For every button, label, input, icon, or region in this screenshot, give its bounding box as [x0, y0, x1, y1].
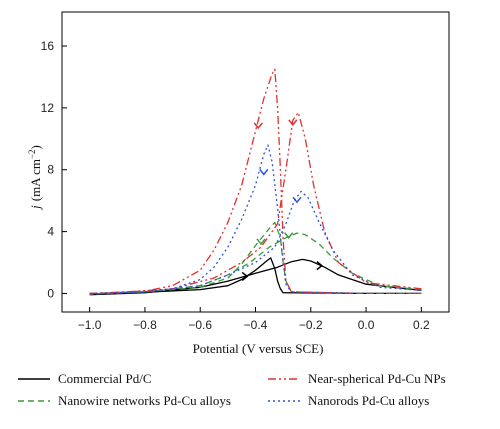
- y-tick-label: 16: [41, 39, 55, 53]
- series-line-commercial-pd-c-reverse: [89, 258, 422, 296]
- plot-frame: [61, 11, 450, 313]
- direction-arrow-nanowire-networks-pd-cu-alloys: [284, 232, 294, 239]
- ticks-group: −1.0 −0.8 −0.6 −0.4 −0.2 0.0 0.2 0 4 8 12 16: [41, 39, 430, 332]
- plot-frame-group: [61, 11, 450, 313]
- y-axis-label-close: ): [28, 145, 43, 149]
- series-line-commercial-pd-c-forward: [89, 257, 422, 295]
- series-line-near-spherical-pd-cu-nps-forward: [89, 68, 422, 295]
- y-axis-label: j (mA cm−2): [27, 145, 43, 211]
- direction-arrow-nanorods-pd-cu-alloys: [259, 168, 269, 176]
- x-axis-label: Potential (V versus SCE): [193, 341, 324, 356]
- direction-arrow-nanorods-pd-cu-alloys: [292, 196, 302, 204]
- x-tick-label: −0.4: [244, 318, 268, 332]
- direction-arrow-near-spherical-pd-cu-nps: [253, 122, 263, 130]
- direction-arrow-commercial-pd-c: [241, 271, 249, 282]
- direction-arrow-commercial-pd-c: [316, 261, 324, 271]
- x-tick-label: −1.0: [78, 318, 102, 332]
- x-tick-label: −0.2: [299, 318, 323, 332]
- y-axis-label-symbol: j: [28, 205, 43, 211]
- series-line-near-spherical-pd-cu-nps-reverse: [89, 111, 422, 295]
- y-axis-label-superscript: −2: [27, 149, 37, 159]
- y-axis-label-unit: (mA cm: [28, 159, 43, 201]
- series-line-nanorods-pd-cu-alloys-reverse: [89, 190, 422, 295]
- legend-label-nanowire-networks-pd-cu-alloys: Nanowire networks Pd-Cu alloys: [58, 393, 231, 408]
- legend-label-near-spherical-pd-cu-nps: Near-spherical Pd-Cu NPs: [308, 371, 446, 386]
- direction-arrow-nanowire-networks-pd-cu-alloys: [256, 238, 266, 246]
- x-tick-label: −0.6: [188, 318, 212, 332]
- x-tick-label: 0.0: [358, 318, 375, 332]
- legend-label-commercial-pd-c: Commercial Pd/C: [58, 371, 152, 386]
- series-line-nanorods-pd-cu-alloys-forward: [89, 144, 422, 295]
- series-group: [89, 68, 422, 296]
- legend-label-nanorods-pd-cu-alloys: Nanorods Pd-Cu alloys: [308, 393, 429, 408]
- y-tick-label: 0: [47, 286, 54, 300]
- x-tick-label: −0.8: [133, 318, 157, 332]
- y-tick-label: 4: [47, 225, 54, 239]
- legend: Commercial Pd/C Nanowire networks Pd-Cu a…: [18, 371, 446, 408]
- y-tick-label: 12: [41, 101, 55, 115]
- direction-arrow-near-spherical-pd-cu-nps: [288, 119, 298, 127]
- series-line-nanowire-networks-pd-cu-alloys-forward: [89, 221, 422, 295]
- y-tick-label: 8: [47, 163, 54, 177]
- x-tick-label: 0.2: [413, 318, 430, 332]
